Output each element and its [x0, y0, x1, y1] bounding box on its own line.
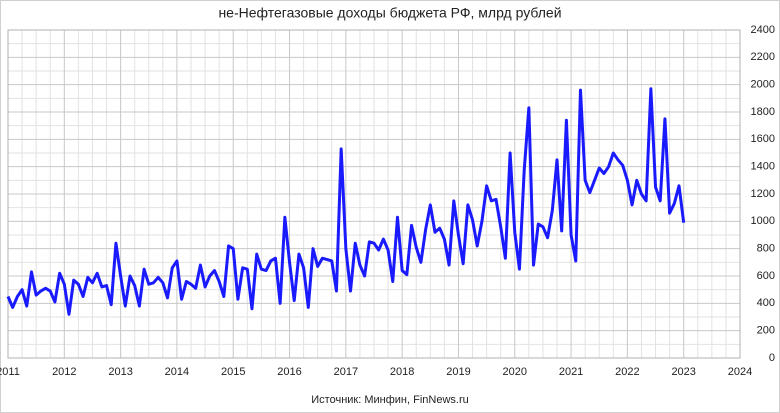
y-tick-label: 1600	[751, 133, 775, 145]
y-tick-label: 1200	[751, 188, 775, 200]
y-tick-label: 800	[757, 243, 775, 255]
y-tick-label: 200	[757, 325, 775, 337]
x-tick-label: 2014	[165, 366, 189, 378]
x-tick-label: 2017	[334, 366, 358, 378]
x-tick-label: 2011	[0, 366, 20, 378]
plot-border	[7, 29, 741, 359]
y-tick-label: 1400	[751, 161, 775, 173]
y-tick-label: 600	[757, 270, 775, 282]
x-tick-label: 2019	[446, 366, 470, 378]
y-tick-label: 1800	[751, 106, 775, 118]
y-tick-label: 400	[757, 297, 775, 309]
x-tick-label: 2015	[221, 366, 245, 378]
y-tick-label: 2400	[751, 24, 775, 36]
chart-title: не-Нефтегазовые доходы бюджета РФ, млрд …	[218, 5, 561, 21]
y-tick-label: 2000	[751, 79, 775, 91]
source-note: Источник: Минфин, FinNews.ru	[311, 394, 468, 406]
data-line	[6, 87, 686, 316]
x-tick-label: 2016	[277, 366, 301, 378]
x-tick-label: 2013	[108, 366, 132, 378]
x-tick-label: 2021	[559, 366, 583, 378]
x-tick-label: 2024	[728, 366, 752, 378]
y-tick-label: 0	[769, 352, 775, 364]
y-tick-label: 2200	[751, 51, 775, 63]
y-tick-label: 1000	[751, 215, 775, 227]
x-tick-label: 2012	[52, 366, 76, 378]
x-tick-label: 2022	[615, 366, 639, 378]
x-tick-label: 2020	[503, 366, 527, 378]
x-tick-label: 2018	[390, 366, 414, 378]
x-tick-label: 2023	[671, 366, 695, 378]
